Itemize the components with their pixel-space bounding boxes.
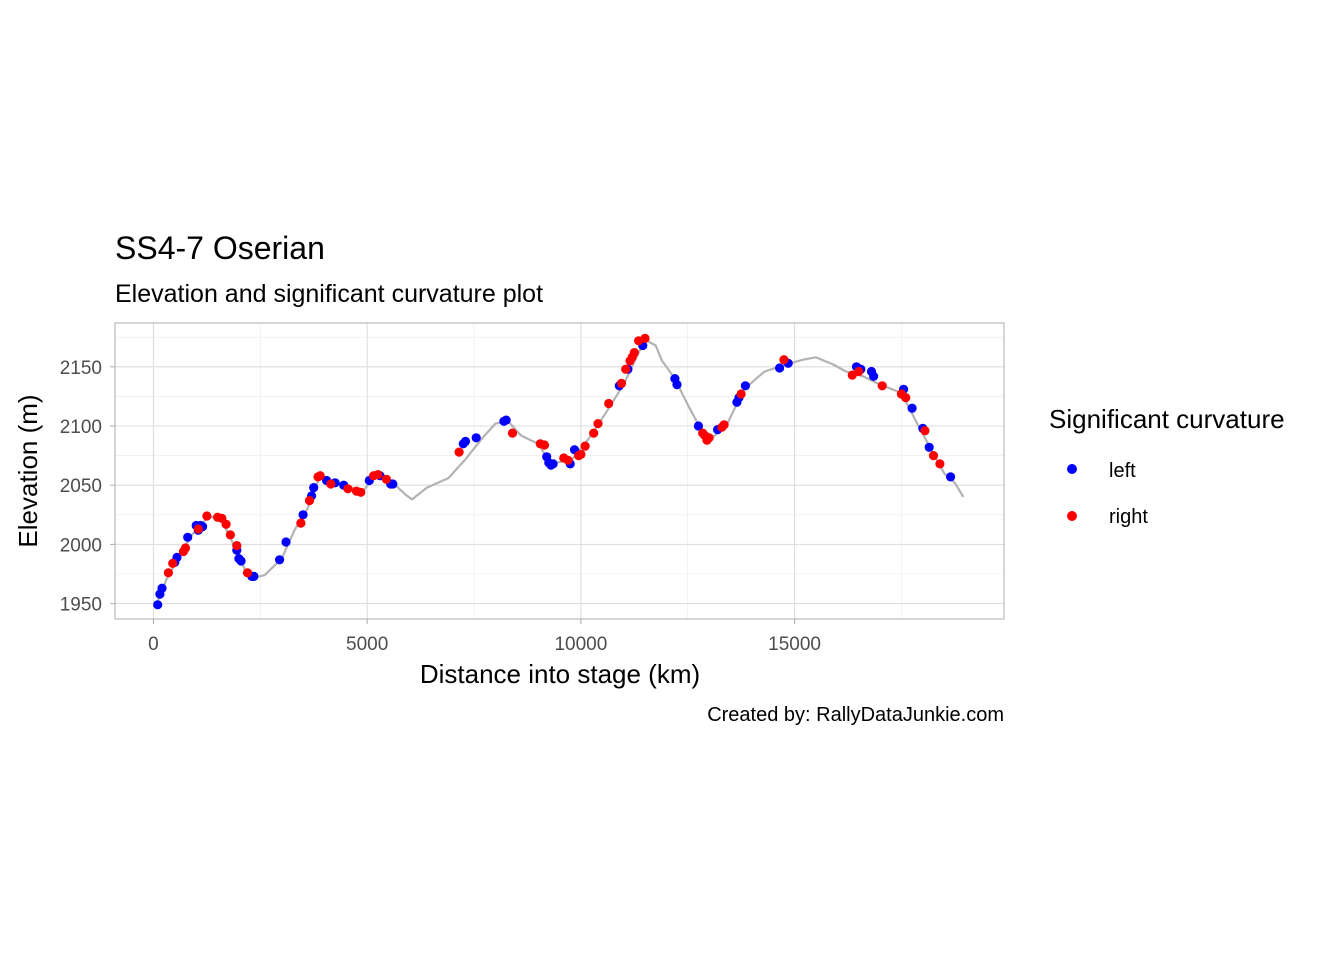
curvature-point-left (924, 442, 934, 452)
y-tick-label: 2150 (60, 358, 102, 379)
curvature-point-right (381, 474, 391, 484)
curvature-point-right (719, 420, 729, 430)
grid-major (115, 323, 1004, 619)
curvature-point-left (460, 436, 471, 446)
grid-minor (115, 323, 1004, 619)
curvature-point-right (779, 355, 789, 365)
curvature-point-right (593, 419, 603, 429)
curvature-point-right (221, 519, 231, 529)
curvature-point-right (621, 364, 631, 374)
curvature-point-right (242, 568, 253, 578)
curvature-point-right (193, 524, 203, 534)
x-tick-label: 15000 (768, 634, 821, 655)
legend-key-right (1067, 511, 1077, 521)
curvature-point-right (736, 389, 746, 399)
curvature-point-left (388, 479, 398, 489)
curvature-point-left (946, 472, 956, 482)
curvature-point-right (901, 393, 911, 403)
x-axis-ticks: 0 5000 10000 15000 (148, 619, 821, 655)
curvature-point-right (373, 470, 383, 480)
curvature-point-right (576, 449, 586, 459)
y-tick-label: 1950 (60, 595, 102, 616)
panel-border (114, 322, 1005, 620)
curvature-point-right (163, 568, 173, 578)
curvature-point-left (281, 537, 291, 547)
curvature-point-left (693, 421, 704, 431)
curvature-point-right (580, 441, 590, 451)
legend-title: Significant curvature (1049, 404, 1285, 434)
y-axis-title: Elevation (m) (13, 394, 43, 547)
curvature-point-right (225, 530, 235, 540)
legend: Significant curvature left right (1049, 404, 1285, 528)
curvature-point-left (775, 363, 785, 373)
curvature-point-right (180, 543, 191, 553)
curvature-point-left (471, 433, 481, 443)
curvature-point-right (315, 471, 325, 481)
curvature-point-right (356, 487, 366, 497)
curvature-point-left (501, 415, 511, 425)
curvature-point-right (202, 511, 212, 521)
chart-title: SS4-7 Oserian (115, 230, 325, 266)
curvature-point-right (935, 459, 945, 469)
curvature-point-right (604, 398, 614, 409)
curvature-point-right (629, 348, 639, 358)
legend-item-right: right (1067, 506, 1148, 528)
curvature-point-left (309, 483, 319, 493)
curvature-point-left (236, 556, 246, 566)
curvature-point-right (563, 455, 573, 465)
x-tick-label: 5000 (346, 634, 388, 655)
legend-label-right: right (1109, 506, 1148, 528)
curvature-point-left (548, 459, 558, 469)
curvature-point-right (928, 451, 939, 461)
curvature-point-left (153, 600, 163, 610)
curvature-point-right (920, 426, 930, 436)
curvature-point-left (183, 532, 193, 542)
curvature-point-left (298, 510, 308, 520)
y-axis-ticks: 1950 2000 2050 2100 2150 (60, 358, 115, 616)
curvature-point-left (275, 555, 285, 565)
x-tick-label: 10000 (554, 634, 607, 655)
curvature-points (153, 333, 956, 610)
curvature-point-right (168, 558, 178, 569)
curvature-point-left (672, 380, 682, 390)
curvature-point-left (869, 371, 879, 381)
y-tick-label: 2050 (60, 476, 102, 497)
curvature-point-left (740, 381, 751, 391)
legend-label-left: left (1109, 460, 1136, 482)
curvature-point-right (343, 484, 353, 494)
curvature-point-right (616, 378, 627, 388)
curvature-point-right (877, 381, 887, 391)
curvature-point-right (454, 447, 464, 457)
curvature-point-right (304, 496, 315, 506)
curvature-point-right (296, 518, 306, 528)
curvature-point-right (507, 428, 518, 438)
curvature-point-right (326, 479, 336, 489)
y-tick-label: 2000 (60, 535, 102, 556)
curvature-point-left (907, 403, 917, 413)
curvature-point-right (539, 440, 550, 450)
chart-subtitle: Elevation and significant curvature plot (115, 280, 543, 308)
curvature-point-right (854, 366, 864, 377)
plot-panel (114, 322, 1005, 620)
curvature-point-right (640, 333, 650, 343)
curvature-point-right (704, 433, 714, 443)
curvature-point-right (232, 541, 242, 551)
curvature-point-right (589, 428, 599, 438)
x-axis-title: Distance into stage (km) (420, 659, 700, 689)
y-tick-label: 2100 (60, 417, 102, 438)
legend-key-left (1067, 464, 1077, 474)
x-tick-label: 0 (148, 634, 159, 655)
legend-item-left: left (1067, 460, 1136, 482)
chart-caption: Created by: RallyDataJunkie.com (707, 704, 1004, 726)
curvature-point-left (157, 583, 167, 593)
